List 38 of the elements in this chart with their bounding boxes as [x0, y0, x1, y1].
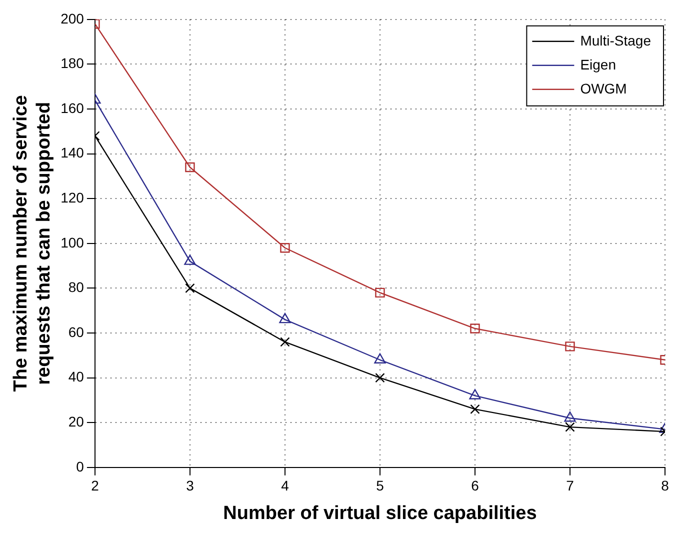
legend-label: OWGM: [580, 80, 627, 96]
point: [374, 353, 386, 364]
y-tick-label: 0: [76, 458, 84, 474]
x-tick-label: 5: [376, 478, 384, 494]
point: [565, 422, 575, 432]
point: [564, 412, 576, 422]
point: [375, 288, 385, 298]
point: [565, 342, 575, 352]
y-tick-label: 200: [60, 10, 84, 26]
x-tick-label: 6: [471, 478, 480, 494]
x-tick-label: 4: [281, 478, 290, 494]
point: [185, 162, 195, 172]
y-tick-label: 40: [68, 368, 84, 385]
point: [185, 283, 195, 294]
x-tick-label: 7: [566, 478, 574, 494]
legend-label: Multi-Stage: [580, 32, 652, 48]
y-tick-label: 120: [60, 189, 84, 206]
point: [375, 372, 385, 383]
legend-label: Eigen: [580, 56, 616, 72]
y-tick-label: 80: [68, 279, 84, 296]
y-tick-label: 180: [60, 55, 84, 72]
point: [280, 243, 290, 253]
y-tick-label: 160: [60, 100, 84, 116]
x-tick-label: 8: [661, 478, 670, 494]
y-tick-label: 20: [68, 413, 84, 430]
y-tick-label: 60: [68, 324, 84, 340]
point: [469, 389, 481, 400]
point: [280, 337, 290, 347]
x-tick-label: 2: [91, 478, 100, 494]
y-axis-title: The maximum number of service requests that can be supported: [10, 95, 54, 392]
point: [470, 324, 480, 334]
x-axis-title: Number of virtual slice capabilities: [223, 502, 537, 524]
point: [184, 254, 196, 265]
y-tick-label: 140: [60, 144, 84, 161]
y-tick-label: 100: [60, 234, 84, 250]
point: [470, 404, 480, 414]
point: [279, 312, 291, 324]
x-tick-label: 3: [186, 478, 194, 494]
